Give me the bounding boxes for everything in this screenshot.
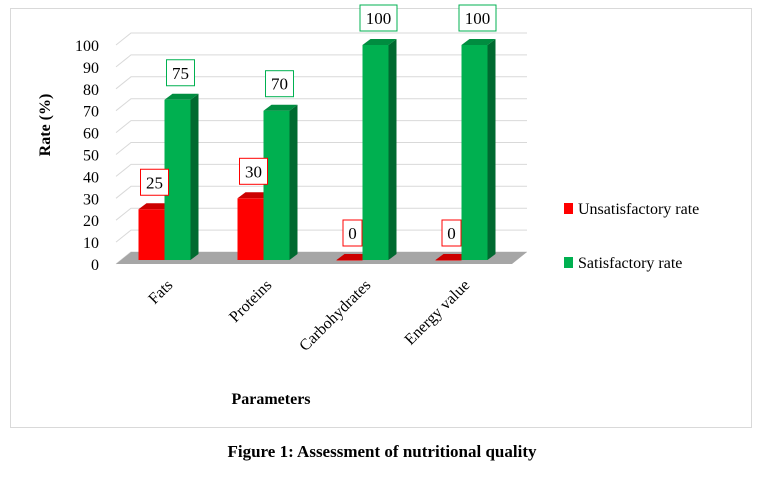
svg-text:0: 0 xyxy=(348,224,357,243)
y-axis-ticks: 0 10 20 30 40 50 60 70 80 90 100 xyxy=(75,38,99,274)
data-label: 25 xyxy=(140,168,169,196)
data-label: 100 xyxy=(458,4,497,32)
x-axis-title: Parameters xyxy=(231,391,310,408)
y-tick-label: 0 xyxy=(91,257,99,274)
data-label: 70 xyxy=(265,70,294,98)
legend-item: Satisfactory rate xyxy=(564,255,682,272)
y-tick-label: 100 xyxy=(75,38,99,55)
y-tick-label: 40 xyxy=(83,169,99,186)
svg-text:70: 70 xyxy=(271,75,288,94)
svg-text:0: 0 xyxy=(447,224,456,243)
y-tick-label: 90 xyxy=(83,60,99,77)
bars-layer xyxy=(138,39,496,261)
svg-text:100: 100 xyxy=(366,9,392,28)
x-axis-categories: Fats Proteins Carbohydrates Energy value xyxy=(145,277,473,355)
category-label: Carbohydrates xyxy=(296,277,374,355)
bar xyxy=(263,104,298,260)
legend-label: Unsatisfactory rate xyxy=(578,201,699,218)
data-label: 100 xyxy=(359,4,398,32)
y-tick-label: 60 xyxy=(83,126,99,143)
category-label: Fats xyxy=(145,277,176,308)
data-label: 0 xyxy=(342,219,363,247)
y-axis-title: Rate (%) xyxy=(37,94,54,157)
y-tick-label: 30 xyxy=(83,191,99,208)
legend-swatch xyxy=(564,203,573,214)
data-label: 0 xyxy=(441,219,462,247)
bar xyxy=(461,39,496,260)
bar xyxy=(435,254,470,261)
svg-text:75: 75 xyxy=(172,64,189,83)
figure-caption: Figure 1: Assessment of nutritional qual… xyxy=(227,442,537,461)
data-label: 30 xyxy=(239,157,268,185)
y-tick-label: 70 xyxy=(83,104,99,121)
bar xyxy=(362,39,397,260)
category-label: Proteins xyxy=(226,277,275,326)
legend-item: Unsatisfactory rate xyxy=(564,201,699,218)
gridline xyxy=(115,32,527,46)
y-tick-label: 10 xyxy=(83,235,99,252)
data-labels-layer: 25 75 30 70 0 100 0 100 xyxy=(140,4,497,247)
bar xyxy=(336,254,371,261)
data-label: 75 xyxy=(166,59,195,87)
legend-label: Satisfactory rate xyxy=(578,255,682,272)
category-label: Energy value xyxy=(402,277,474,349)
svg-text:30: 30 xyxy=(245,162,262,181)
y-tick-label: 20 xyxy=(83,213,99,230)
legend: Unsatisfactory rate Satisfactory rate xyxy=(564,201,699,272)
legend-swatch xyxy=(564,257,573,268)
svg-text:100: 100 xyxy=(465,9,491,28)
chart-floor xyxy=(116,252,527,264)
floor xyxy=(116,252,527,264)
y-tick-label: 80 xyxy=(83,82,99,99)
y-tick-label: 50 xyxy=(83,148,99,165)
svg-text:25: 25 xyxy=(146,173,163,192)
bar xyxy=(164,93,199,260)
